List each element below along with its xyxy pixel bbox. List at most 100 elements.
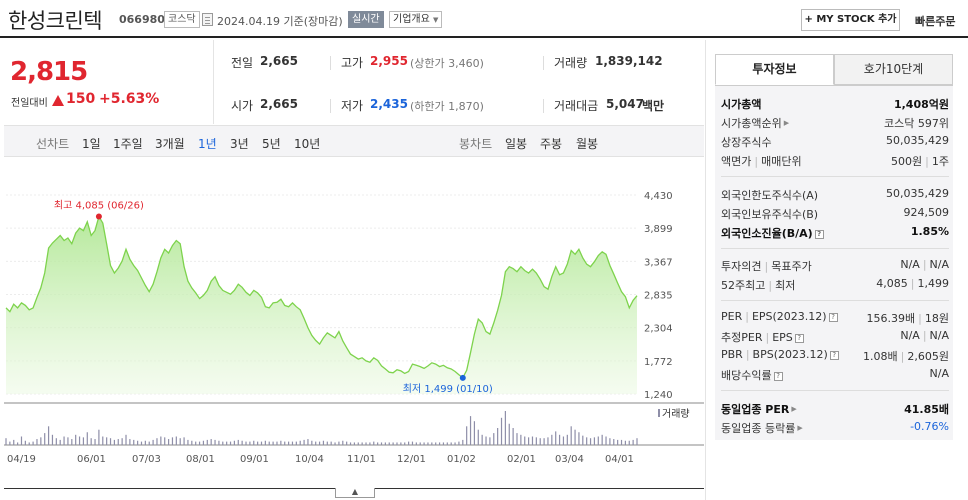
help-icon[interactable]: ? <box>828 313 838 322</box>
chart-resize-handle[interactable]: ▲ <box>335 488 375 498</box>
volume-bar <box>500 417 503 445</box>
investment-info-table: 시가총액 1,408억원 시가총액순위 ▶ 코스닥 597위 상장주식수 50,0… <box>715 85 953 440</box>
volume-bar <box>113 439 115 445</box>
volume-bar <box>241 440 243 445</box>
tab-daily[interactable]: 일봉 <box>505 137 528 151</box>
cap-rank-label[interactable]: 시가총액순위 <box>721 117 782 130</box>
est-per-value: N/A <box>900 329 920 342</box>
tab-3y[interactable]: 3년 <box>230 137 249 151</box>
volume-bar <box>435 442 437 445</box>
volume-bar <box>322 440 325 445</box>
volume-bar <box>106 437 108 445</box>
help-icon[interactable]: ? <box>773 372 783 381</box>
volume-bar <box>469 416 472 445</box>
shares-label: 상장주식수 <box>721 136 772 149</box>
divider <box>330 56 331 70</box>
volume-bar <box>287 441 290 445</box>
help-icon[interactable]: ? <box>794 334 804 343</box>
tab-monthly[interactable]: 월봉 <box>576 137 599 151</box>
sector-per-label[interactable]: 동일업종 PER <box>721 403 790 416</box>
help-icon[interactable]: ? <box>814 230 824 239</box>
tab-1w[interactable]: 1주일 <box>113 137 143 151</box>
pbr-value: 1.08배 <box>863 350 898 363</box>
company-overview-dropdown[interactable]: 기업개요 ▼ <box>389 11 443 28</box>
pbr-label: PBR <box>721 348 743 361</box>
volume-bar <box>276 441 278 445</box>
x-tick-label: 11/01 <box>347 454 376 465</box>
upper-limit: (상한가 3,460) <box>410 57 484 70</box>
eps-value: 18원 <box>924 312 949 325</box>
tab-1d[interactable]: 1일 <box>82 137 101 151</box>
tab-10y[interactable]: 10년 <box>294 137 321 151</box>
volume-bar <box>206 439 208 445</box>
volume-bar <box>636 438 638 445</box>
volume-bar <box>593 437 596 445</box>
volume-bar <box>98 429 100 445</box>
tab-5y[interactable]: 5년 <box>262 137 281 151</box>
prev-close-value: 2,665 <box>260 54 298 68</box>
volume-bar <box>349 442 352 445</box>
volume-value: 1,839,142 <box>595 54 663 68</box>
volume-bar <box>353 442 356 445</box>
divider <box>721 300 949 301</box>
prev-close-label: 전일 <box>231 56 254 70</box>
quick-order-link[interactable]: 빠른주문 <box>915 15 956 28</box>
volume-bar <box>624 440 626 445</box>
volume-bar <box>121 438 123 445</box>
volume-bar <box>187 439 189 445</box>
volume-bar <box>609 438 611 445</box>
open-value: 2,665 <box>260 97 298 111</box>
pbr-row: PBR | BPS(2023.12)? 1.08배 | 2,605원 <box>721 348 949 363</box>
volume-bar <box>578 432 580 445</box>
volume-bar <box>558 434 561 445</box>
market-badge: 코스닥 <box>164 11 200 28</box>
tab-invest-info[interactable]: 투자정보 <box>715 54 834 85</box>
volume-bar <box>605 436 607 445</box>
target-value: N/A <box>929 258 949 271</box>
volume-label: 거래량 <box>554 56 588 70</box>
volume-bar <box>361 442 363 445</box>
amount-unit: 백만 <box>642 99 665 113</box>
volume-bar <box>330 441 332 445</box>
foreign-limit-row: 외국인한도주식수(A) 50,035,429 <box>721 185 949 203</box>
per-row: PER | EPS(2023.12)? 156.39배 | 18원 <box>721 310 949 325</box>
low-annotation: 최저 1,499 (01/10) <box>403 383 493 395</box>
sector-change-label[interactable]: 동일업종 등락률 <box>721 422 796 435</box>
y-tick-label: 2,304 <box>644 324 673 335</box>
open-label: 시가 <box>231 99 254 113</box>
w52-low-value: 1,499 <box>917 277 950 290</box>
market-cap-row: 시가총액 1,408억원 <box>721 94 949 112</box>
y-tick-label: 2,835 <box>644 291 673 302</box>
volume-bar <box>47 426 50 445</box>
volume-bar <box>295 441 297 445</box>
volume-bar <box>485 436 487 445</box>
candle-chart-label[interactable]: 봉차트 <box>459 137 493 151</box>
volume-bar <box>171 437 174 445</box>
x-tick-label: 10/04 <box>295 454 324 465</box>
stock-code: 066980 <box>119 13 165 26</box>
add-mystock-button[interactable]: + MY STOCK 추가 <box>801 9 900 31</box>
foreign-ratio-row: 외국인소진율(B/A)? 1.85% <box>721 223 949 241</box>
low-marker <box>459 374 466 381</box>
date-text: 2024.04.19 기준(장마감) <box>217 15 343 28</box>
tab-weekly[interactable]: 주봉 <box>540 137 563 151</box>
volume-bar <box>473 421 476 445</box>
unit-label: 매매단위 <box>761 155 802 168</box>
volume-bar <box>260 441 263 445</box>
x-tick-label: 09/01 <box>240 454 269 465</box>
volume-bar <box>427 442 429 445</box>
lower-limit: (하한가 1,870) <box>410 100 484 113</box>
volume-bar <box>334 442 336 445</box>
tab-3m[interactable]: 3개월 <box>155 137 185 151</box>
amount-label: 거래대금 <box>554 99 599 113</box>
volume-bar <box>32 441 34 445</box>
help-icon[interactable]: ? <box>829 351 839 360</box>
volume-bars: 거래량 <box>4 402 704 446</box>
volume-bar <box>129 439 131 445</box>
line-chart-label[interactable]: 선차트 <box>36 137 70 151</box>
tab-orderbook[interactable]: 호가10단계 <box>834 54 953 85</box>
tab-1y[interactable]: 1년 <box>198 137 217 151</box>
live-badge[interactable]: 실시간 <box>348 11 384 28</box>
volume-bar <box>156 438 158 445</box>
company-overview-label: 기업개요 <box>393 14 430 25</box>
